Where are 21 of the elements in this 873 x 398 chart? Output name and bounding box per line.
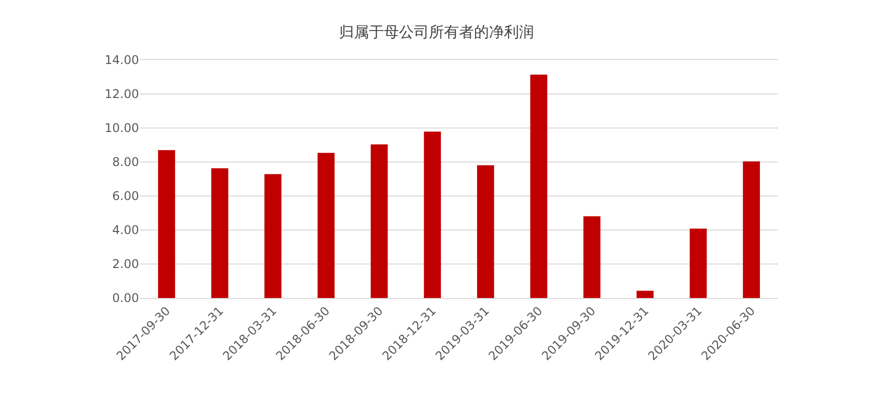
bar xyxy=(690,228,707,298)
bar xyxy=(158,150,176,298)
y-tick-label: 2.00 xyxy=(112,257,139,272)
bar xyxy=(264,174,282,298)
y-tick-label: 10.00 xyxy=(104,121,139,136)
y-tick-label: 12.00 xyxy=(104,87,139,102)
y-tick-label: 8.00 xyxy=(112,155,139,170)
bar xyxy=(742,161,760,298)
bar xyxy=(636,290,654,298)
bar xyxy=(211,168,228,298)
chart-title: 归属于母公司所有者的净利润 xyxy=(339,23,534,42)
y-tick-label: 14.00 xyxy=(104,53,139,68)
bar xyxy=(424,132,441,298)
y-tick-label: 0.00 xyxy=(112,291,139,306)
bar xyxy=(583,216,600,298)
bar xyxy=(477,165,494,298)
bar xyxy=(530,74,548,298)
bar xyxy=(318,152,335,298)
y-tick-label: 4.00 xyxy=(112,223,139,238)
bar xyxy=(370,144,388,298)
y-tick-label: 6.00 xyxy=(112,189,139,204)
